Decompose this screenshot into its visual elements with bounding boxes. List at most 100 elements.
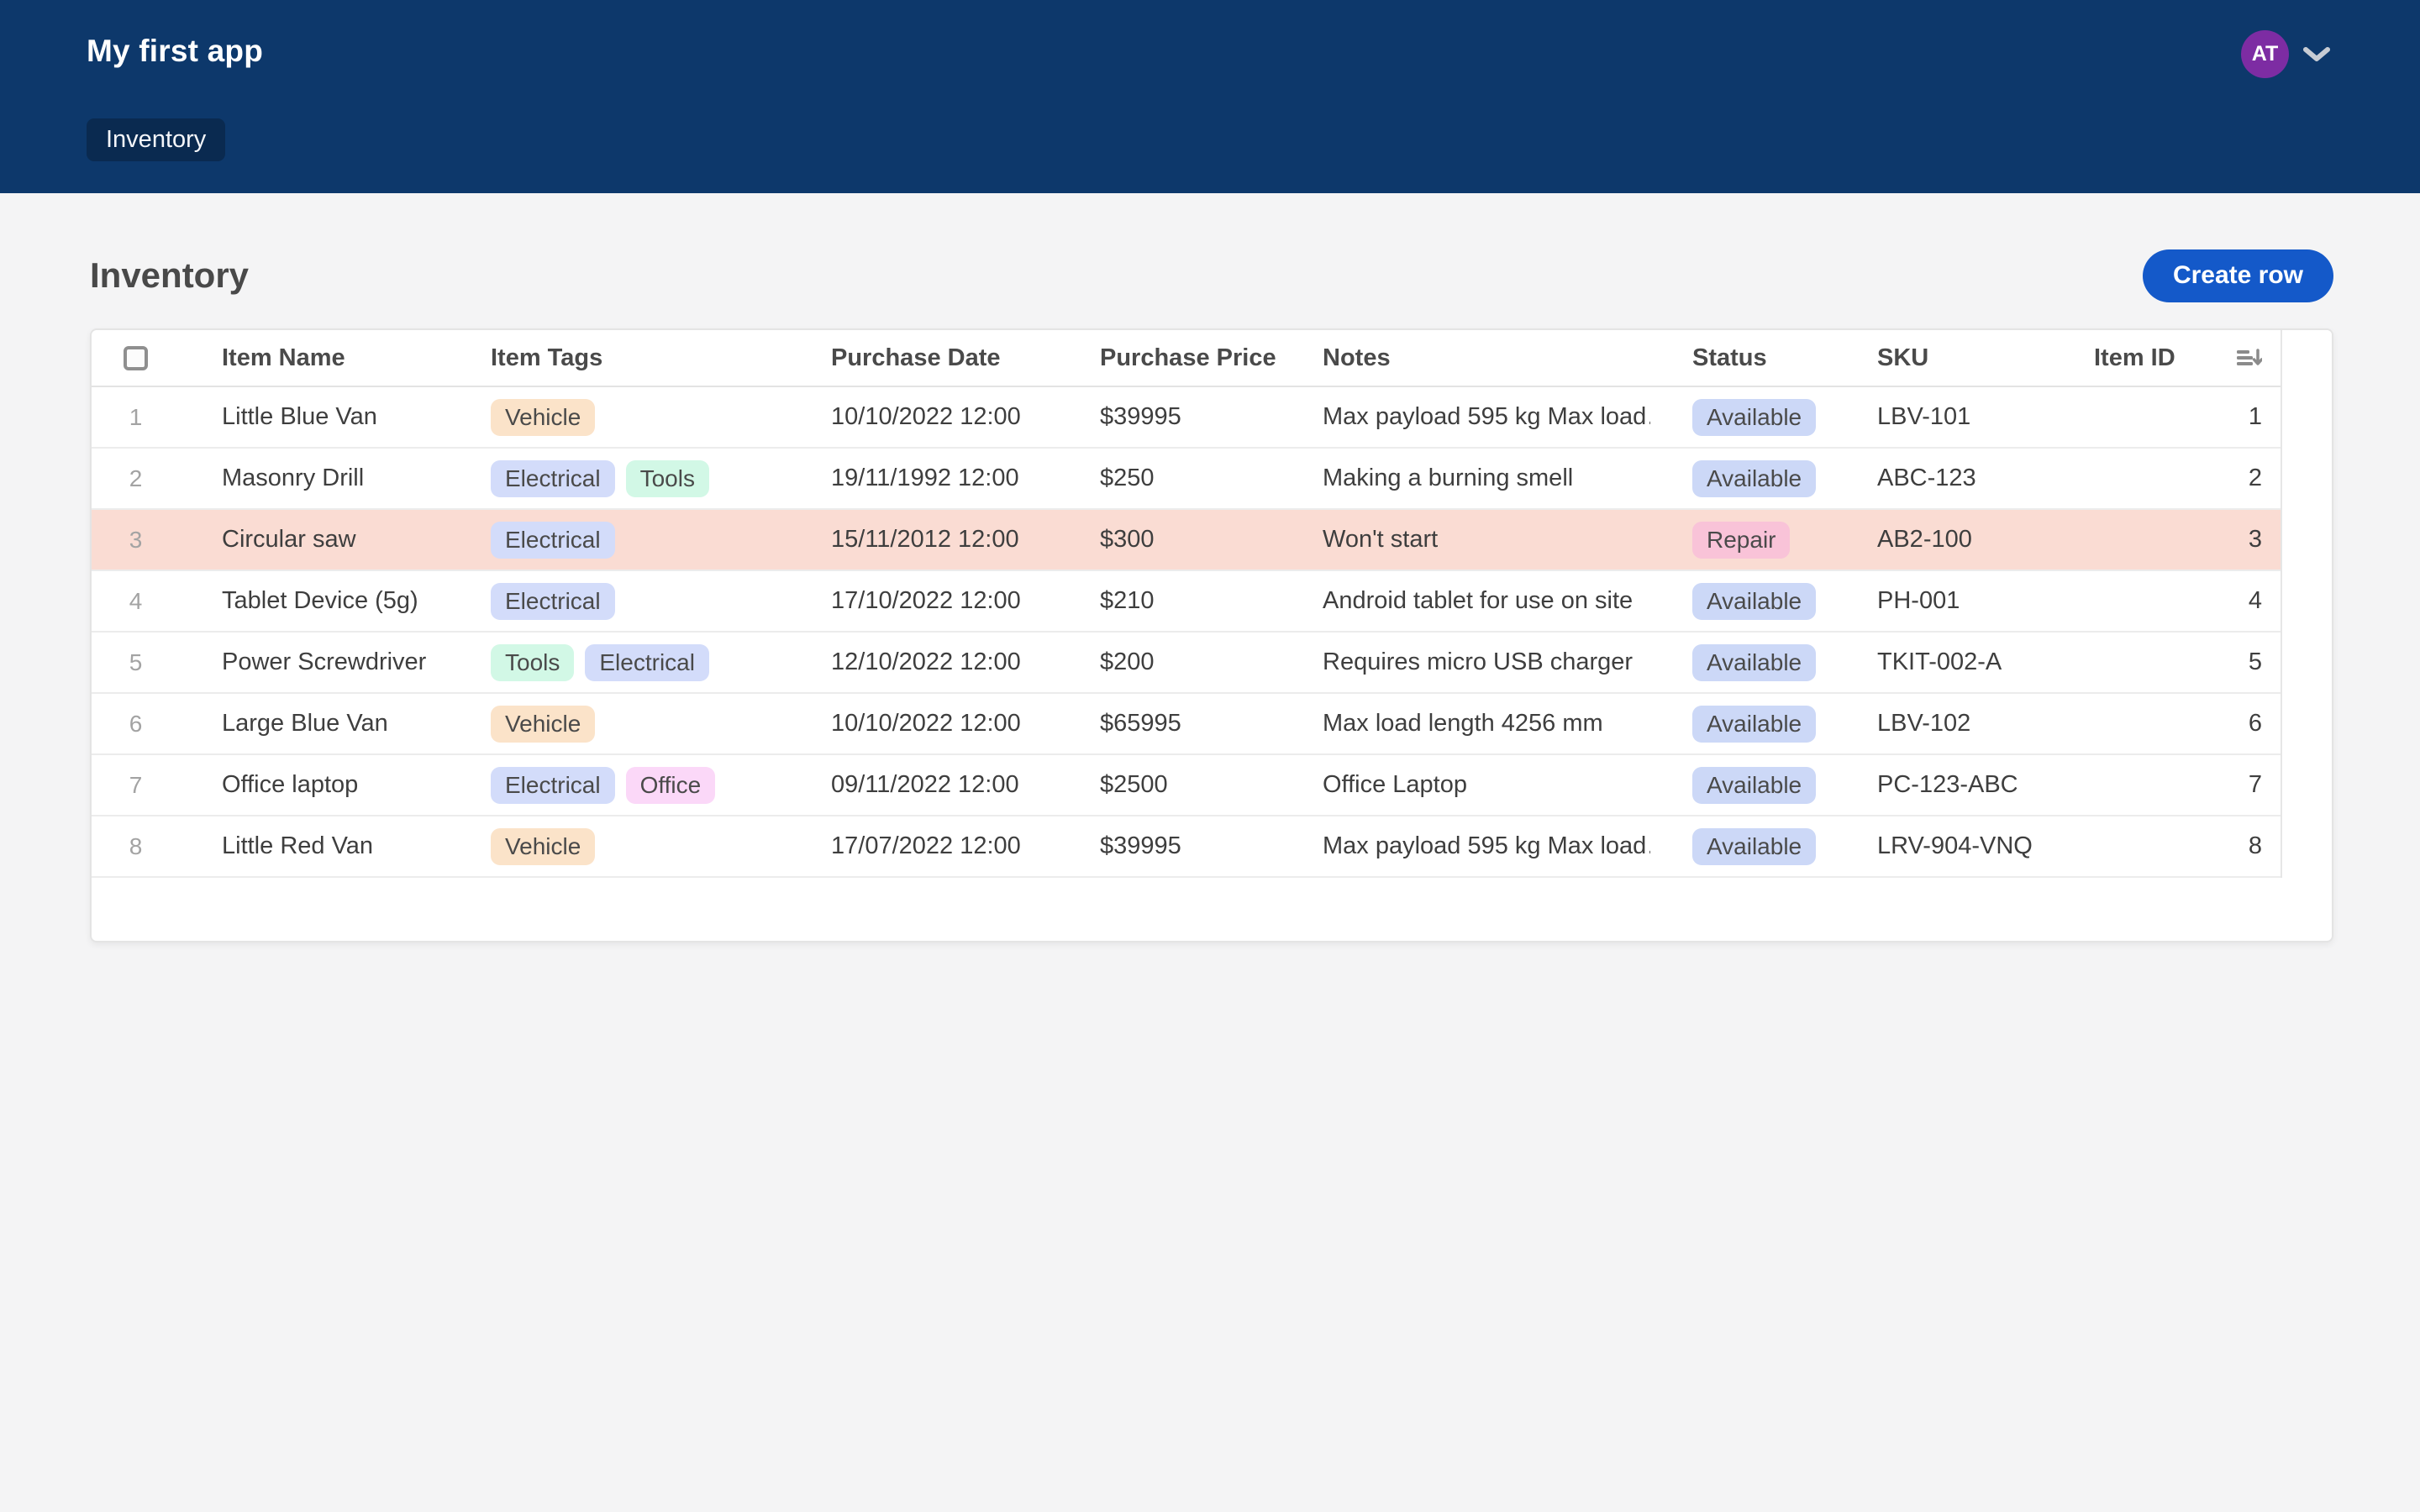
item-id-cell[interactable]: 1 [2052,387,2281,449]
item-tags-cell[interactable]: Electrical [449,571,789,633]
sku-cell[interactable]: LBV-102 [1835,694,2052,755]
purchase-date-cell[interactable]: 15/11/2012 12:00 [789,510,1058,571]
item-tags-cell[interactable]: Electrical Tools [449,449,789,510]
notes-cell[interactable]: Office Laptop [1281,755,1650,816]
item-tags-cell[interactable]: Vehicle [449,387,789,449]
nav-tab-inventory[interactable]: Inventory [87,118,226,161]
purchase-date-cell[interactable]: 10/10/2022 12:00 [789,694,1058,755]
notes-cell[interactable]: Max payload 595 kg Max load… [1281,816,1650,878]
column-header-sku[interactable]: SKU [1835,330,2052,387]
table-row[interactable]: 3 Circular saw Electrical 15/11/2012 12:00 $… [92,510,2332,571]
sku-cell[interactable]: LRV-904-VNQ [1835,816,2052,878]
item-tags-cell[interactable]: Vehicle [449,816,789,878]
item-tags-cell[interactable]: Electrical Office [449,755,789,816]
sku-cell[interactable]: LBV-101 [1835,387,2052,449]
notes-cell[interactable]: Android tablet for use on site [1281,571,1650,633]
avatar[interactable]: AT [2241,30,2289,78]
row-number-cell[interactable]: 4 [92,571,180,633]
item-name-cell[interactable]: Large Blue Van [180,694,449,755]
row-number-cell[interactable]: 1 [92,387,180,449]
item-name-cell[interactable]: Tablet Device (5g) [180,571,449,633]
table-row[interactable]: 5 Power Screwdriver Tools Electrical 12/10/2… [92,633,2332,694]
item-name-cell[interactable]: Little Red Van [180,816,449,878]
sku-cell[interactable]: PC-123-ABC [1835,755,2052,816]
row-number-cell[interactable]: 3 [92,510,180,571]
purchase-date-cell[interactable]: 19/11/1992 12:00 [789,449,1058,510]
item-id-cell[interactable]: 7 [2052,755,2281,816]
table-row[interactable]: 6 Large Blue Van Vehicle 10/10/2022 12:00 $6… [92,694,2332,755]
item-tags-cell[interactable]: Tools Electrical [449,633,789,694]
purchase-price-cell[interactable]: $250 [1058,449,1281,510]
item-id-cell[interactable]: 3 [2052,510,2281,571]
column-header-notes[interactable]: Notes [1281,330,1650,387]
chevron-down-icon[interactable] [2302,45,2331,64]
row-number-cell[interactable]: 2 [92,449,180,510]
table-row[interactable]: 1 Little Blue Van Vehicle 10/10/2022 12:00 $… [92,387,2332,449]
column-header-item-id[interactable]: Item ID [2052,330,2281,387]
item-name-cell[interactable]: Office laptop [180,755,449,816]
item-tags-cell[interactable]: Vehicle [449,694,789,755]
sku-cell[interactable]: TKIT-002-A [1835,633,2052,694]
sku-cell[interactable]: PH-001 [1835,571,2052,633]
column-header-item-tags[interactable]: Item Tags [449,330,789,387]
row-gutter [2281,816,2332,878]
purchase-date-cell[interactable]: 10/10/2022 12:00 [789,387,1058,449]
sku-cell[interactable]: AB2-100 [1835,510,2052,571]
inventory-table: Item Name Item Tags Purchase Date Purcha… [90,328,2333,942]
purchase-price-cell[interactable]: $39995 [1058,816,1281,878]
status-cell[interactable]: Available [1650,449,1835,510]
tag-electrical: Electrical [491,459,615,497]
item-tags-cell[interactable]: Electrical [449,510,789,571]
table-body: 1 Little Blue Van Vehicle 10/10/2022 12:00 $… [92,387,2332,878]
status-cell[interactable]: Repair [1650,510,1835,571]
sku-cell[interactable]: ABC-123 [1835,449,2052,510]
create-row-button[interactable]: Create row [2142,249,2333,302]
purchase-price-cell[interactable]: $300 [1058,510,1281,571]
column-header-status[interactable]: Status [1650,330,1835,387]
item-id-cell[interactable]: 8 [2052,816,2281,878]
table-row[interactable]: 4 Tablet Device (5g) Electrical 17/10/2022 … [92,571,2332,633]
row-number-cell[interactable]: 6 [92,694,180,755]
purchase-price-cell[interactable]: $200 [1058,633,1281,694]
notes-cell[interactable]: Won't start [1281,510,1650,571]
purchase-date-cell[interactable]: 17/07/2022 12:00 [789,816,1058,878]
purchase-price-cell[interactable]: $2500 [1058,755,1281,816]
table-row[interactable]: 2 Masonry Drill Electrical Tools 19/11/1992 … [92,449,2332,510]
column-header-purchase-date[interactable]: Purchase Date [789,330,1058,387]
sort-descending-icon[interactable] [2235,344,2262,371]
status-cell[interactable]: Available [1650,571,1835,633]
column-header-purchase-price[interactable]: Purchase Price [1058,330,1281,387]
purchase-date-cell[interactable]: 17/10/2022 12:00 [789,571,1058,633]
status-cell[interactable]: Available [1650,387,1835,449]
item-id-cell[interactable]: 2 [2052,449,2281,510]
column-header-item-name[interactable]: Item Name [180,330,449,387]
item-name-cell[interactable]: Circular saw [180,510,449,571]
table-row[interactable]: 7 Office laptop Electrical Office 09/11/2022… [92,755,2332,816]
item-name-cell[interactable]: Little Blue Van [180,387,449,449]
notes-cell[interactable]: Making a burning smell [1281,449,1650,510]
notes-cell[interactable]: Max load length 4256 mm [1281,694,1650,755]
notes-cell[interactable]: Requires micro USB charger [1281,633,1650,694]
status-cell[interactable]: Available [1650,694,1835,755]
status-badge: Available [1692,582,1817,620]
purchase-price-cell[interactable]: $65995 [1058,694,1281,755]
select-all-checkbox[interactable] [124,345,148,370]
notes-cell[interactable]: Max payload 595 kg Max load… [1281,387,1650,449]
row-number-cell[interactable]: 5 [92,633,180,694]
purchase-price-cell[interactable]: $210 [1058,571,1281,633]
tag-electrical: Electrical [491,582,615,620]
status-cell[interactable]: Available [1650,755,1835,816]
item-name-cell[interactable]: Power Screwdriver [180,633,449,694]
purchase-date-cell[interactable]: 09/11/2022 12:00 [789,755,1058,816]
purchase-price-cell[interactable]: $39995 [1058,387,1281,449]
table-row[interactable]: 8 Little Red Van Vehicle 17/07/2022 12:00 $3… [92,816,2332,878]
purchase-date-cell[interactable]: 12/10/2022 12:00 [789,633,1058,694]
item-id-cell[interactable]: 6 [2052,694,2281,755]
row-number-cell[interactable]: 8 [92,816,180,878]
status-cell[interactable]: Available [1650,816,1835,878]
status-cell[interactable]: Available [1650,633,1835,694]
row-number-cell[interactable]: 7 [92,755,180,816]
item-id-cell[interactable]: 4 [2052,571,2281,633]
item-id-cell[interactable]: 5 [2052,633,2281,694]
item-name-cell[interactable]: Masonry Drill [180,449,449,510]
